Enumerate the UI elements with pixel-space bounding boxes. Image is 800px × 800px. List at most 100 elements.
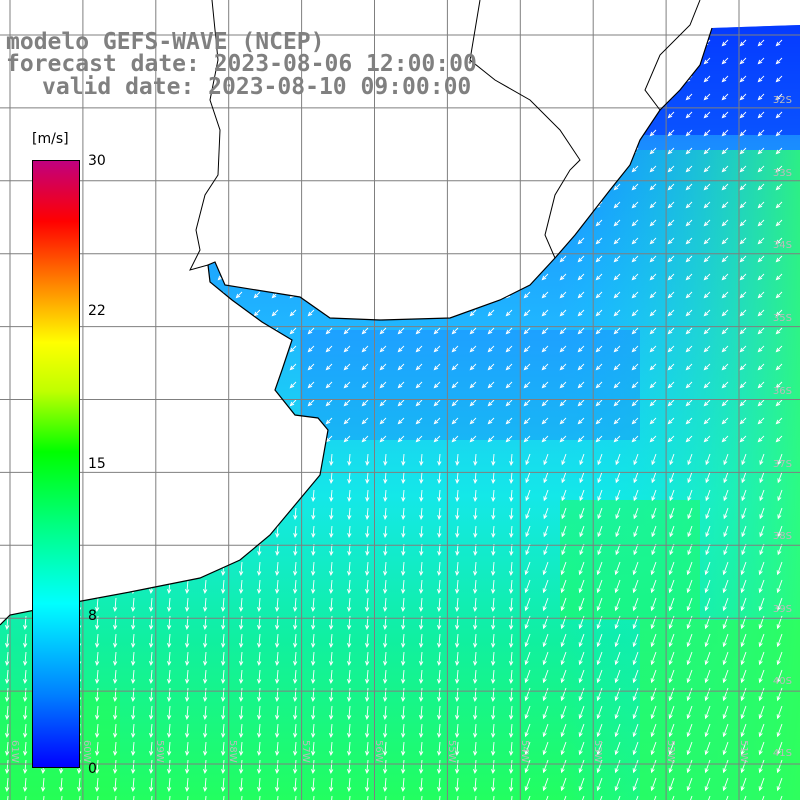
wind-arrow <box>343 111 351 119</box>
wind-arrow <box>113 795 118 800</box>
wind-arrow <box>217 129 225 137</box>
wind-arrow <box>419 453 424 466</box>
wind-arrow <box>289 435 297 443</box>
wind-arrow <box>469 219 477 227</box>
wind-arrow <box>473 705 478 720</box>
wind-arrow <box>451 291 459 299</box>
wind-arrow <box>23 687 28 702</box>
wind-arrow <box>239 525 244 538</box>
wind-arrow <box>469 255 477 263</box>
wind-arrow <box>473 633 478 648</box>
wind-arrow <box>145 111 153 119</box>
wind-arrow <box>401 507 406 520</box>
wind-arrow <box>686 669 693 684</box>
wind-arrow <box>487 237 495 245</box>
wind-arrow <box>775 309 783 317</box>
wind-arrow <box>668 741 675 756</box>
lon-label: 58W <box>227 740 238 763</box>
wind-arrow <box>437 597 442 612</box>
wind-arrow <box>271 309 279 317</box>
wind-arrow <box>343 255 351 263</box>
wind-arrow <box>235 201 243 209</box>
wind-arrow <box>776 759 783 774</box>
wind-arrow <box>415 255 423 263</box>
wind-arrow <box>541 165 549 173</box>
wind-arrow <box>91 417 99 425</box>
wind-arrow <box>668 687 675 702</box>
wind-arrow <box>473 543 478 556</box>
wind-arrow <box>597 471 603 484</box>
wind-arrow <box>397 291 405 299</box>
wind-arrow <box>523 39 531 47</box>
wind-arrow <box>347 669 352 684</box>
wind-arrow <box>257 597 262 612</box>
wind-arrow <box>95 507 100 520</box>
wind-arrow <box>455 777 460 792</box>
wind-arrow <box>361 237 369 245</box>
wind-arrow <box>509 723 514 738</box>
wind-arrow <box>651 489 657 502</box>
wind-arrow <box>757 39 765 47</box>
wind-arrow <box>740 723 747 738</box>
wind-arrow <box>523 147 531 155</box>
wind-arrow <box>419 723 424 738</box>
wind-arrow <box>523 255 531 263</box>
wind-arrow <box>667 57 675 65</box>
wind-arrow <box>217 255 225 263</box>
wind-arrow <box>361 219 369 227</box>
wind-arrow <box>487 435 495 443</box>
wind-arrow <box>433 183 441 191</box>
wind-arrow <box>1 435 9 443</box>
wind-arrow <box>235 183 243 191</box>
wind-arrow <box>741 471 747 484</box>
wind-arrow <box>739 201 747 209</box>
wind-arrow <box>758 741 765 756</box>
wind-arrow <box>685 435 693 443</box>
wind-arrow <box>163 219 171 227</box>
wind-arrow <box>685 381 693 389</box>
wind-arrow <box>19 93 27 101</box>
wind-arrow <box>217 327 225 335</box>
wind-arrow <box>437 795 442 800</box>
wind-arrow <box>185 525 190 538</box>
wind-arrow <box>721 129 729 137</box>
wind-arrow <box>667 273 675 281</box>
wind-arrow <box>721 93 729 101</box>
wind-arrow <box>473 525 478 538</box>
wind-arrow <box>73 129 81 137</box>
wind-arrow <box>113 453 118 466</box>
wind-arrow <box>383 579 388 594</box>
wind-arrow <box>217 363 225 371</box>
wind-arrow <box>505 237 513 245</box>
wind-arrow <box>509 759 514 774</box>
wind-arrow <box>361 183 369 191</box>
wind-arrow <box>542 561 549 576</box>
wind-arrow <box>596 579 603 594</box>
wind-arrow <box>632 579 639 594</box>
wind-arrow <box>293 705 298 720</box>
wind-arrow <box>469 381 477 389</box>
wind-arrow <box>163 147 171 155</box>
wind-arrow <box>343 435 351 443</box>
wind-arrow <box>455 669 460 684</box>
wind-arrow <box>221 471 226 484</box>
wind-arrow <box>91 201 99 209</box>
wind-arrow <box>163 417 171 425</box>
wind-arrow <box>163 129 171 137</box>
wind-arrow <box>469 237 477 245</box>
wind-arrow <box>632 561 639 576</box>
wind-arrow <box>577 417 585 425</box>
wind-arrow <box>365 687 370 702</box>
wind-arrow <box>721 237 729 245</box>
wind-arrow <box>257 633 262 648</box>
wind-arrow <box>5 471 10 484</box>
wind-arrow <box>703 435 711 443</box>
wind-arrow <box>361 417 369 425</box>
wind-arrow <box>379 219 387 227</box>
wind-arrow <box>578 723 585 738</box>
wind-arrow <box>758 651 765 666</box>
wind-arrow <box>19 219 27 227</box>
wind-arrow <box>560 777 567 792</box>
wind-arrow <box>455 795 460 800</box>
wind-arrow <box>127 237 135 245</box>
